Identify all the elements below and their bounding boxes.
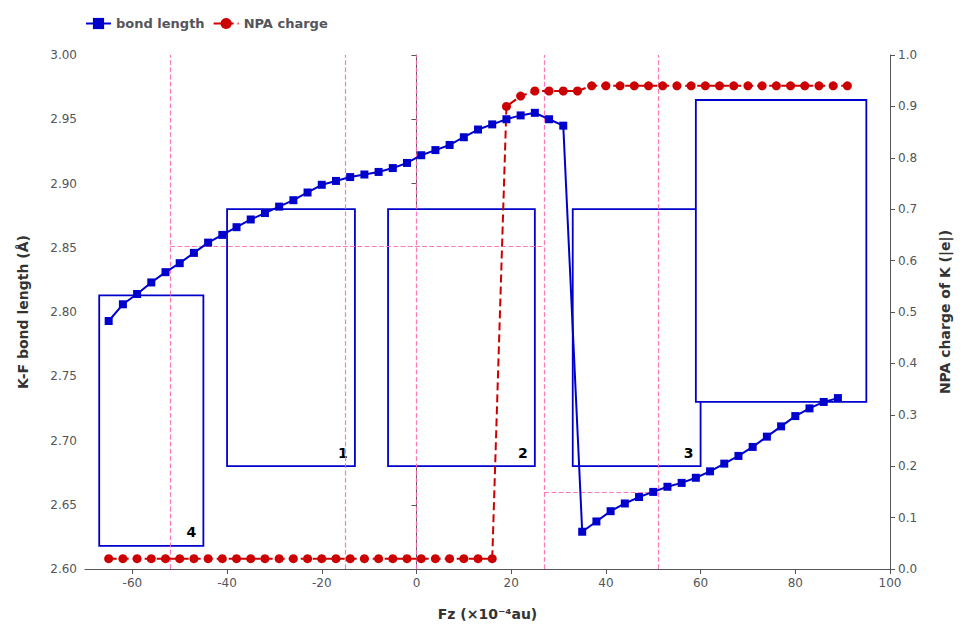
svg-text:0.9: 0.9 <box>898 99 917 113</box>
svg-text:0.0: 0.0 <box>898 562 917 576</box>
svg-text:40: 40 <box>598 576 613 590</box>
svg-text:0: 0 <box>413 576 421 590</box>
svg-text:2.95: 2.95 <box>50 112 77 126</box>
svg-text:80: 80 <box>788 576 803 590</box>
svg-text:0.1: 0.1 <box>898 511 917 525</box>
svg-text:1.0: 1.0 <box>898 48 917 62</box>
svg-text:2.85: 2.85 <box>50 241 77 255</box>
svg-text:NPA charge: NPA charge <box>244 16 328 31</box>
svg-text:2.60: 2.60 <box>50 562 77 576</box>
svg-text:-40: -40 <box>217 576 237 590</box>
svg-text:0.4: 0.4 <box>898 356 917 370</box>
svg-text:2.75: 2.75 <box>50 369 77 383</box>
svg-text:2.80: 2.80 <box>50 305 77 319</box>
svg-text:0.8: 0.8 <box>898 151 917 165</box>
svg-text:K-F bond length (Å): K-F bond length (Å) <box>15 235 31 389</box>
svg-text:4: 4 <box>187 524 197 540</box>
svg-text:0.6: 0.6 <box>898 254 917 268</box>
svg-text:-20: -20 <box>312 576 332 590</box>
svg-text:2.65: 2.65 <box>50 498 77 512</box>
svg-text:bond length: bond length <box>116 16 205 31</box>
svg-text:3: 3 <box>684 445 694 461</box>
svg-text:3.00: 3.00 <box>50 48 77 62</box>
svg-text:2: 2 <box>518 445 528 461</box>
svg-text:100: 100 <box>879 576 902 590</box>
svg-text:0.3: 0.3 <box>898 408 917 422</box>
svg-text:-60: -60 <box>123 576 143 590</box>
svg-text:1: 1 <box>338 445 348 461</box>
svg-text:NPA charge of K (|e|): NPA charge of K (|e|) <box>937 230 954 394</box>
svg-text:2.70: 2.70 <box>50 434 77 448</box>
svg-text:0.7: 0.7 <box>898 202 917 216</box>
svg-text:60: 60 <box>693 576 708 590</box>
svg-text:0.5: 0.5 <box>898 305 917 319</box>
svg-text:0.2: 0.2 <box>898 459 917 473</box>
svg-text:Fz (×10⁻⁴au): Fz (×10⁻⁴au) <box>438 606 538 622</box>
svg-text:20: 20 <box>504 576 519 590</box>
svg-text:2.90: 2.90 <box>50 177 77 191</box>
